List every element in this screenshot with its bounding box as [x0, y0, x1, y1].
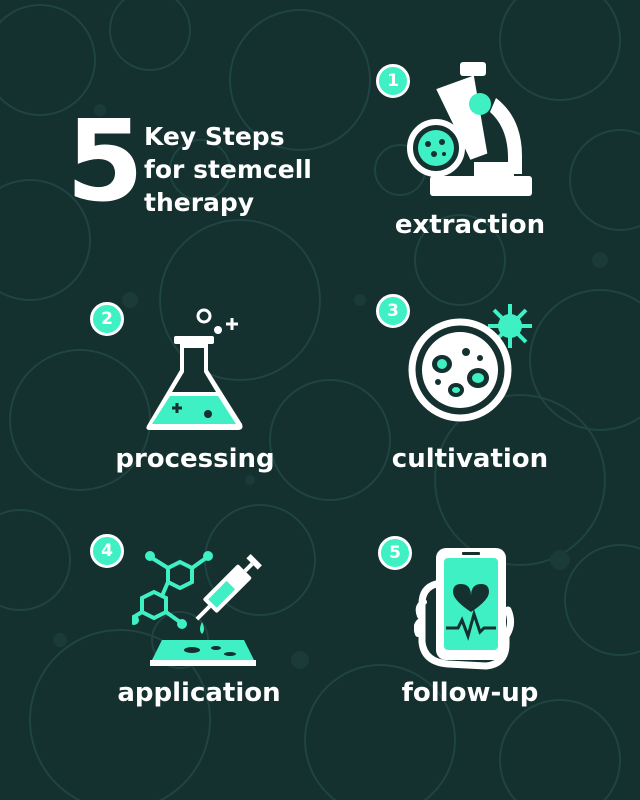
petri-dish-icon [408, 304, 532, 422]
syringe-molecule-icon [132, 551, 262, 666]
title-line-2: for stemcell [144, 155, 312, 184]
title-line-1: Key Steps [144, 122, 285, 151]
step-4-label: application [117, 678, 281, 708]
step-4-badge: 4 [90, 534, 124, 568]
step-5-label: follow-up [401, 678, 539, 708]
step-5-badge: 5 [378, 536, 412, 570]
step-3-label: cultivation [391, 444, 549, 474]
step-2-badge: 2 [90, 302, 124, 336]
title-line-3: therapy [144, 188, 255, 217]
step-3-badge: 3 [376, 294, 410, 328]
phone-health-icon [414, 548, 515, 670]
flask-icon [146, 308, 243, 430]
step-2-label: processing [115, 444, 275, 474]
step-1-badge: 1 [376, 64, 410, 98]
title-block: 5 Key Steps for stemcell therapy [66, 106, 326, 228]
title-number: 5 [66, 97, 144, 227]
microscope-icon [407, 62, 532, 196]
title-text: Key Steps for stemcell therapy [144, 120, 334, 219]
step-1-label: extraction [394, 210, 546, 240]
